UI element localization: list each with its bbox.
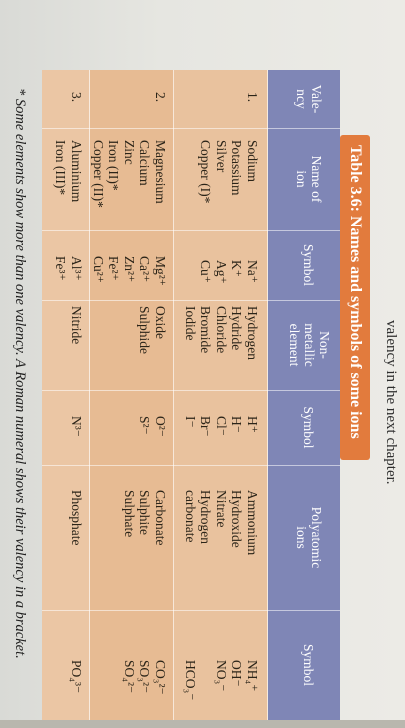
- polyatomic-ion-names: Carbonate Sulphite Sulphate: [122, 490, 168, 546]
- polyatomic-ion-symbols: PO₄³⁻: [69, 660, 84, 694]
- nonmetal-ion-symbols: O²⁻ S²⁻: [137, 416, 169, 437]
- nonmetal-ion-symbols: N³⁻: [69, 416, 84, 437]
- polyatomic-ion-names: Phosphate: [69, 490, 84, 546]
- valency-number: 1.: [245, 92, 260, 103]
- nonmetal-ion-names: Hydrogen Hydride Chloride Bromide Iodide: [183, 306, 260, 360]
- header-symbol-3: Symbol: [301, 643, 316, 686]
- valency-number: 2.: [153, 92, 168, 103]
- nonmetal-ion-names: Oxide Sulphide: [137, 306, 169, 355]
- header-symbol-2: Symbol: [301, 406, 316, 449]
- row-divider: [173, 70, 174, 720]
- metal-ion-names: Aluminium Iron (III)*: [53, 140, 85, 203]
- polyatomic-ion-names: Ammonium Hydroxide Nitrate Hydrogen carb…: [183, 490, 260, 556]
- header-nonmetallic-element: Non- metallic element: [287, 323, 332, 367]
- metal-ion-symbols: Al³⁺ Fe³⁺: [53, 256, 85, 281]
- header-polyatomic-ions: Polyatomic ions: [294, 506, 324, 569]
- nonmetal-ion-symbols: H⁺ H⁻ Cl⁻ Br⁻ I⁻: [183, 416, 260, 437]
- polyatomic-ion-symbols: NH₄⁺ OH⁻ NO₃⁻ HCO₃⁻: [183, 660, 260, 701]
- nonmetal-ion-names: Nitride: [69, 306, 84, 345]
- row-divider: [267, 70, 268, 720]
- column-divider: [42, 390, 340, 391]
- valency-number: 3.: [69, 92, 84, 103]
- header-valency: Vale- ncy: [294, 84, 324, 114]
- header-symbol-1: Symbol: [301, 243, 316, 286]
- previous-text-line: valency in the next chapter.: [383, 320, 399, 485]
- column-divider: [42, 230, 340, 231]
- column-divider: [42, 610, 340, 611]
- table-title: Table 3.6: Names and symbols of some ion…: [340, 135, 370, 460]
- metal-ion-symbols: Na⁺ K⁺ Ag⁺ Cu⁺: [198, 260, 261, 284]
- ions-table: Vale- ncy Name of ion Symbol Non- metall…: [42, 70, 340, 720]
- header-name-of-ion: Name of ion: [294, 155, 324, 203]
- metal-ion-names: Sodium Potassium Silver Copper (I)*: [198, 140, 261, 204]
- metal-ion-names: Magnesium Calcium Zinc Iron (II)* Copper…: [91, 140, 168, 208]
- polyatomic-ion-symbols: CO₃²⁻ SO₃²⁻ SO₄²⁻: [122, 660, 168, 695]
- footnote: * Some elements show more than one valen…: [12, 88, 28, 659]
- metal-ion-symbols: Mg²⁺ Ca²⁺ Zn²⁺ Fe²⁺ Cu²⁺: [91, 256, 168, 286]
